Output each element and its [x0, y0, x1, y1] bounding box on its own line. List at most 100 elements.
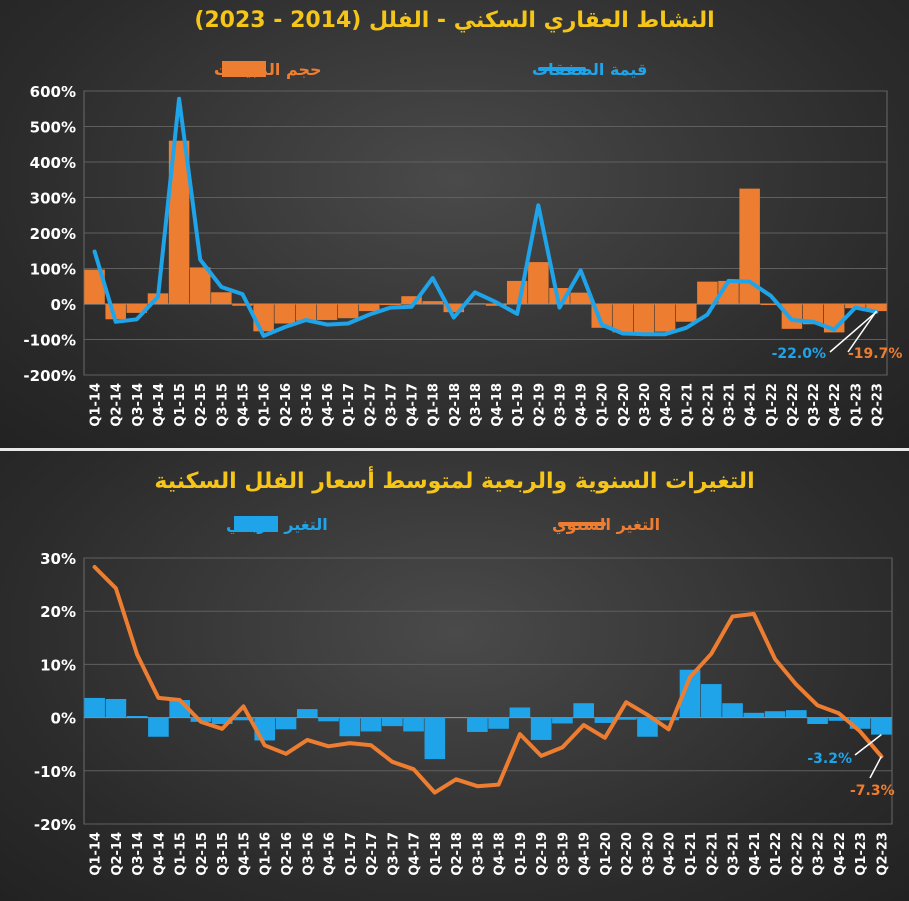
bar: [126, 716, 148, 718]
legend-bar-label: التغير الربعي: [226, 515, 328, 535]
bar: [849, 717, 871, 729]
bar: [296, 709, 318, 718]
y-tick-label: -20%: [34, 816, 76, 834]
x-tick-label: Q2-14: [110, 832, 125, 876]
x-tick-label: Q1-18: [427, 383, 442, 427]
bar: [337, 304, 359, 319]
x-tick-label: Q1-15: [174, 832, 189, 876]
bar: [233, 717, 254, 721]
x-tick-label: Q3-22: [807, 383, 822, 427]
x-tick-label: Q3-20: [638, 383, 653, 427]
annotation-label: -22.0%: [772, 346, 826, 362]
x-tick-label: Q4-20: [659, 383, 674, 427]
x-tick-label: Q1-18: [429, 832, 444, 876]
legend-bar-label: حجم المبيعات: [214, 60, 322, 79]
y-tick-label: 0%: [51, 710, 76, 728]
x-tick-label: Q4-18: [493, 832, 508, 876]
bar: [295, 304, 317, 321]
x-tick-label: Q3-16: [300, 383, 315, 427]
x-tick-label: Q4-19: [575, 383, 590, 427]
x-tick-label: Q4-19: [578, 832, 593, 876]
x-tick-label: Q3-17: [386, 832, 401, 876]
bar: [360, 717, 382, 732]
x-tick-label: Q2-20: [620, 832, 635, 876]
bar: [211, 717, 233, 724]
x-tick-label: Q1-14: [89, 832, 104, 876]
y-tick-label: -100%: [23, 332, 76, 350]
y-tick-label: 500%: [30, 119, 76, 137]
y-tick-label: 100%: [30, 261, 76, 279]
bar: [339, 717, 361, 737]
y-tick-label: -200%: [23, 367, 76, 385]
bar: [658, 717, 680, 721]
x-tick-label: Q1-20: [599, 832, 614, 876]
x-tick-label: Q4-14: [152, 383, 167, 427]
x-tick-label: Q1-14: [89, 383, 104, 427]
x-tick-label: Q3-19: [553, 383, 568, 427]
x-tick-label: Q1-23: [854, 832, 869, 876]
annotation-label: -7.3%: [850, 783, 895, 799]
series-line: [92, 96, 879, 338]
y-tick-label: -10%: [34, 763, 76, 781]
chart2-title: التغيرات السنوية والربعية لمتوسط أسعار ا…: [154, 469, 755, 494]
bar: [509, 707, 531, 718]
x-tick-label: Q2-21: [705, 832, 720, 876]
x-tick-label: Q4-21: [748, 832, 763, 876]
x-tick-label: Q3-18: [471, 832, 486, 876]
y-tick-label: 200%: [30, 225, 76, 243]
x-tick-label: Q3-22: [812, 832, 827, 876]
bar: [382, 717, 403, 727]
x-tick-label: Q1-17: [342, 383, 357, 427]
bar: [488, 717, 509, 729]
bar: [318, 717, 339, 722]
x-tick-label: Q3-21: [727, 832, 742, 876]
x-tick-label: Q4-22: [828, 383, 843, 427]
bar: [84, 697, 105, 718]
bar: [697, 281, 718, 304]
bar: [530, 717, 552, 740]
legend-line-label: قيمة الصفقات: [532, 60, 647, 79]
bar: [552, 717, 573, 724]
x-tick-label: Q1-21: [684, 832, 699, 876]
x-tick-label: Q4-16: [321, 383, 336, 427]
bar: [612, 304, 634, 333]
x-tick-label: Q4-22: [833, 832, 848, 876]
bar: [148, 717, 169, 737]
y-tick-label: 20%: [40, 603, 76, 621]
bar: [211, 292, 232, 304]
x-tick-label: Q3-14: [131, 383, 146, 427]
x-tick-label: Q3-14: [131, 832, 146, 876]
y-tick-label: 10%: [40, 656, 76, 674]
y-tick-label: 400%: [30, 154, 76, 172]
x-tick-label: Q2-17: [363, 383, 378, 427]
x-tick-label: Q1-21: [680, 383, 695, 427]
bar: [781, 304, 803, 329]
y-tick-label: 300%: [30, 190, 76, 208]
bar: [467, 717, 488, 732]
x-tick-label: Q3-15: [215, 383, 230, 427]
bar: [401, 296, 422, 304]
bar: [807, 717, 828, 724]
bar: [380, 304, 401, 306]
series-line: [92, 565, 884, 795]
x-tick-label: Q3-17: [384, 383, 399, 427]
bar: [443, 304, 465, 313]
bar: [764, 711, 786, 718]
bar: [871, 717, 892, 735]
chart1-title: النشاط العقاري السكني - الفلل (2014 - 20…: [194, 8, 715, 33]
legend-bar-swatch: [222, 61, 266, 77]
x-tick-label: Q2-19: [535, 832, 550, 876]
x-tick-label: Q3-20: [641, 832, 656, 876]
bar: [168, 140, 190, 304]
annotation-leader: [854, 734, 882, 756]
x-tick-label: Q4-15: [237, 832, 252, 876]
bar: [594, 717, 616, 723]
x-tick-label: Q1-17: [344, 832, 359, 876]
x-tick-label: Q4-14: [152, 832, 167, 876]
panel-divider: [0, 448, 909, 451]
x-tick-label: Q2-18: [448, 383, 463, 427]
bar: [422, 301, 443, 304]
bar: [274, 304, 295, 324]
y-tick-label: 600%: [30, 83, 76, 101]
x-tick-label: Q4-16: [323, 832, 338, 876]
